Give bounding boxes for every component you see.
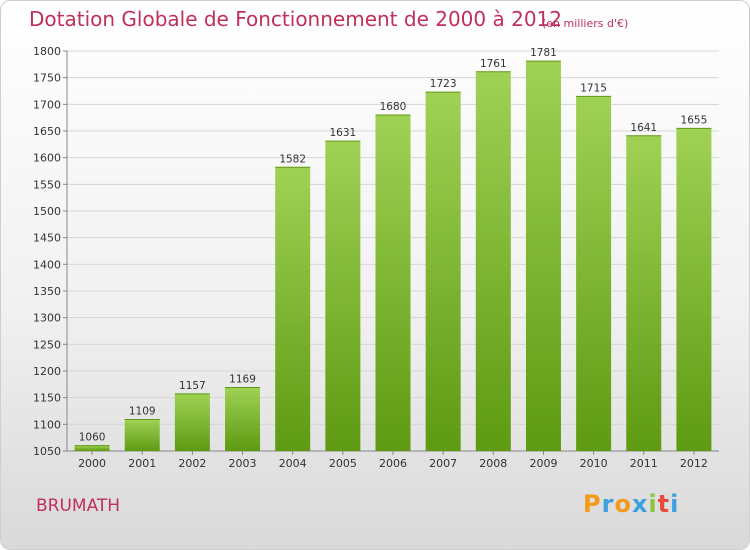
y-tick-label: 1200 xyxy=(33,365,61,378)
x-tick-label-2009: 2009 xyxy=(529,457,557,470)
logo-letter: i xyxy=(648,490,658,518)
y-tick-label: 1500 xyxy=(33,205,61,218)
x-tick-label-2008: 2008 xyxy=(479,457,507,470)
data-label-2006: 1680 xyxy=(380,101,407,113)
y-tick-label: 1800 xyxy=(33,45,61,58)
data-label-2008: 1761 xyxy=(480,58,507,70)
x-tick-label-2010: 2010 xyxy=(580,457,608,470)
y-tick-label: 1450 xyxy=(33,232,61,245)
x-tick-label-2003: 2003 xyxy=(229,457,257,470)
x-tick-label-2006: 2006 xyxy=(379,457,407,470)
bar-2005 xyxy=(325,141,361,451)
bar-2009 xyxy=(525,61,561,452)
y-tick-label: 1700 xyxy=(33,98,61,111)
bar-2006 xyxy=(375,115,411,451)
bar-2004 xyxy=(275,167,311,451)
x-tick-label-2012: 2012 xyxy=(680,457,708,470)
y-tick-label: 1350 xyxy=(33,285,61,298)
x-tick-label-2011: 2011 xyxy=(630,457,658,470)
y-tick-label: 1300 xyxy=(33,312,61,325)
bar-2007 xyxy=(425,92,461,452)
y-tick-label: 1100 xyxy=(33,418,61,431)
logo-letter: t xyxy=(657,490,671,518)
bars: 1060 1109 1157 1169 1582 1631 1680 1723 1761 1781… xyxy=(74,47,712,452)
bar-2011 xyxy=(626,135,662,452)
data-label-2004: 1582 xyxy=(279,153,306,165)
y-tick-label: 1550 xyxy=(33,178,61,191)
data-label-2002: 1157 xyxy=(179,380,206,392)
logo-letter: P xyxy=(583,490,602,518)
bar-2008 xyxy=(475,71,511,452)
bar-2002 xyxy=(174,393,210,451)
data-label-2001: 1109 xyxy=(129,406,156,418)
x-tick-label-2005: 2005 xyxy=(329,457,357,470)
x-tick-label-2007: 2007 xyxy=(429,457,457,470)
bar-2003 xyxy=(225,387,261,451)
bar-2012 xyxy=(676,128,712,451)
bar-2001 xyxy=(124,419,160,451)
bar-2010 xyxy=(576,96,612,451)
data-label-2012: 1655 xyxy=(681,114,708,126)
chart-unit-label: (en milliers d'€) xyxy=(542,17,629,30)
y-tick-label: 1600 xyxy=(33,152,61,165)
proxiti-logo: Proxiti xyxy=(583,490,679,518)
data-label-2003: 1169 xyxy=(229,374,256,386)
y-tick-label: 1400 xyxy=(33,258,61,271)
y-tick-label: 1250 xyxy=(33,338,61,351)
logo-letter: x xyxy=(631,490,649,518)
x-tick-label-2004: 2004 xyxy=(279,457,307,470)
logo-letter: o xyxy=(614,490,632,518)
data-label-2005: 1631 xyxy=(329,127,356,139)
data-label-2007: 1723 xyxy=(430,78,457,90)
axes: 1050 1100 1150 1200 1250 1300 1350 1400 1450 1500… xyxy=(33,45,719,470)
logo-letter: r xyxy=(601,490,615,518)
city-name: BRUMATH xyxy=(36,496,121,516)
data-label-2010: 1715 xyxy=(580,82,607,94)
x-tick-label-2000: 2000 xyxy=(78,457,106,470)
y-tick-label: 1750 xyxy=(33,72,61,85)
data-label-2000: 1060 xyxy=(79,432,106,444)
x-tick-label-2002: 2002 xyxy=(178,457,206,470)
logo-letter: i xyxy=(670,490,680,518)
data-label-2009: 1781 xyxy=(530,47,557,59)
x-tick-label-2001: 2001 xyxy=(128,457,156,470)
y-tick-label: 1050 xyxy=(33,445,61,458)
chart-title: Dotation Globale de Fonctionnement de 20… xyxy=(29,7,562,31)
y-tick-label: 1150 xyxy=(33,392,61,405)
data-label-2011: 1641 xyxy=(630,122,657,134)
y-tick-label: 1650 xyxy=(33,125,61,138)
bar-2000 xyxy=(74,445,110,451)
